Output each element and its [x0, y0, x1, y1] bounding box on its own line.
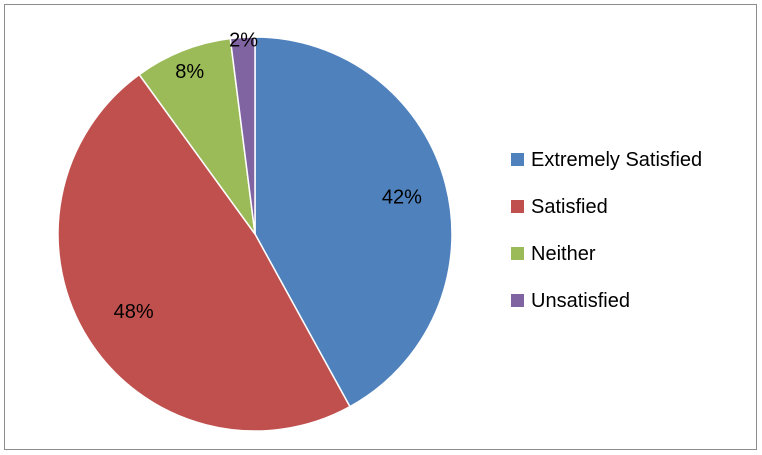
data-label-unsatisfied: 2% [229, 29, 258, 51]
data-label-neither: 8% [175, 61, 204, 83]
legend-label-unsatisfied: Unsatisfied [531, 290, 630, 312]
chart-frame: 42% 48% 8% 2% Extremely Satisfied Satisfied N… [4, 4, 757, 450]
legend-swatch-satisfied [511, 200, 524, 213]
legend-swatch-unsatisfied [511, 294, 524, 307]
legend-label-satisfied: Satisfied [531, 196, 608, 218]
pie-slice-unsatisfied [229, 36, 256, 235]
legend-label-extremely-satisfied: Extremely Satisfied [531, 149, 702, 171]
pie-slices [57, 36, 453, 432]
legend-swatch-extremely-satisfied [511, 153, 524, 166]
data-label-satisfied: 48% [114, 301, 154, 323]
pie-slice-extremely-satisfied [254, 36, 453, 408]
pie-slice-satisfied [57, 73, 351, 432]
pie-slice-labels: 42% 48% 8% 2% [114, 29, 423, 323]
pie-chart: 42% 48% 8% 2% Extremely Satisfied Satisfied N… [57, 29, 702, 432]
pie-slice-neither [138, 37, 256, 235]
legend: Extremely Satisfied Satisfied Neither Unsat… [511, 149, 702, 312]
legend-swatch-neither [511, 247, 524, 260]
data-label-extremely-satisfied: 42% [382, 186, 422, 208]
legend-label-neither: Neither [531, 243, 596, 265]
